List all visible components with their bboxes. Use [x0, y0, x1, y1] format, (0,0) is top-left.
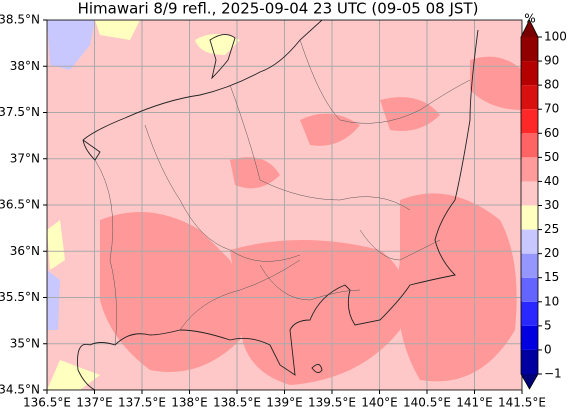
coastlines — [77, 20, 479, 390]
colorbar-label: −1 — [544, 367, 562, 381]
colorbar-segment — [521, 301, 538, 326]
lon-tick-label: 141°E — [456, 396, 493, 410]
lon-tick-label: 140°E — [361, 396, 398, 410]
title: Himawari 8/9 refl., 2025-09-04 23 UTC (0… — [78, 0, 479, 18]
colorbar-segment — [521, 157, 538, 182]
colorbar-label: 15 — [544, 270, 559, 284]
lat-tick-label: 37.5°N — [0, 105, 40, 119]
lon-tick-label: 137°E — [76, 396, 113, 410]
colorbar-segment — [521, 229, 538, 254]
colorbar-label: 30 — [544, 198, 559, 212]
colorbar-segment — [521, 205, 538, 230]
map-area — [47, 20, 522, 390]
colorbar-segment — [521, 181, 538, 206]
lat-tick-label: 34.5°N — [0, 383, 40, 397]
colorbar-label: 90 — [544, 54, 559, 68]
colorbar-label: 80 — [544, 78, 559, 92]
lon-tick-label: 139°E — [266, 396, 303, 410]
cloud-patches — [47, 20, 522, 390]
lat-tick-label: 35.5°N — [0, 290, 40, 304]
colorbar-label: 60 — [544, 126, 559, 140]
lon-tick-label: 137.5°E — [118, 396, 166, 410]
colorbar-segment — [521, 37, 538, 62]
colorbar-over-arrow — [521, 20, 538, 37]
colorbar-label: 20 — [544, 246, 559, 260]
colorbar-segment — [521, 61, 538, 86]
colorbar-segment — [521, 277, 538, 302]
colorbar-label: 5 — [544, 318, 552, 332]
colorbar-label: 0 — [544, 342, 552, 356]
colorbar-label: 40 — [544, 174, 559, 188]
colorbar-segment — [521, 253, 538, 278]
lat-tick-label: 35°N — [10, 336, 40, 350]
colorbar-label: 25 — [544, 222, 559, 236]
colorbar-label: 10 — [544, 294, 559, 308]
colorbar-label: 100 — [544, 30, 567, 44]
lon-tick-label: 140.5°E — [403, 396, 451, 410]
colorbar-label: 70 — [544, 102, 559, 116]
lon-tick-label: 141.5°E — [498, 396, 546, 410]
colorbar-segment — [521, 325, 538, 350]
lon-tick-label: 138°E — [171, 396, 208, 410]
lat-tick-label: 38.5°N — [0, 13, 40, 27]
colorbar-segment — [521, 133, 538, 158]
colorbar-segment — [521, 109, 538, 134]
prefecture-borders — [94, 39, 471, 346]
lat-tick-label: 37°N — [10, 151, 40, 165]
lon-tick-label: 136.5°E — [23, 396, 71, 410]
lon-tick-label: 139.5°E — [308, 396, 356, 410]
lat-tick-label: 36°N — [10, 244, 40, 258]
lat-tick-label: 38°N — [10, 59, 40, 73]
lat-tick-label: 36.5°N — [0, 198, 40, 212]
colorbar-under-arrow — [521, 374, 538, 389]
colorbar-segment — [521, 349, 538, 374]
colorbar-unit: % — [524, 12, 535, 26]
colorbar-label: 50 — [544, 150, 559, 164]
lon-tick-label: 138.5°E — [213, 396, 261, 410]
colorbar-segment — [521, 85, 538, 110]
